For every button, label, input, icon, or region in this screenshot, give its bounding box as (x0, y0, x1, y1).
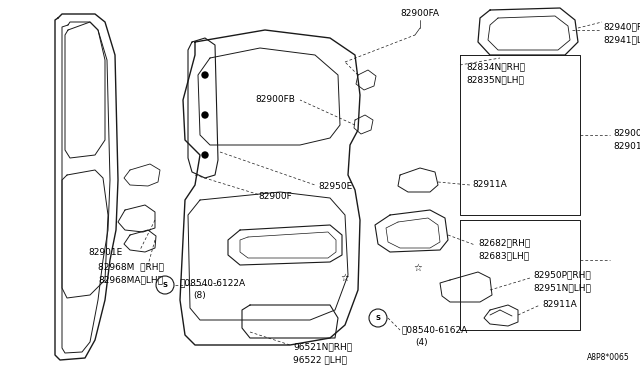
Text: 82900F: 82900F (258, 192, 292, 201)
Circle shape (202, 72, 208, 78)
Text: 96521N〈RH〉: 96521N〈RH〉 (293, 342, 352, 351)
Text: 82911A: 82911A (542, 300, 577, 309)
Text: 82835N〈LH〉: 82835N〈LH〉 (466, 75, 524, 84)
Text: 82683〈LH〉: 82683〈LH〉 (478, 251, 529, 260)
Text: 82911A: 82911A (472, 180, 507, 189)
Text: S: S (376, 315, 381, 321)
Text: S: S (163, 282, 168, 288)
Text: 82900FB: 82900FB (255, 95, 295, 104)
Text: 96522 〈LH〉: 96522 〈LH〉 (293, 355, 347, 364)
Text: 82950P〈RH〉: 82950P〈RH〉 (533, 270, 591, 279)
Text: Ⓢ08540-6122A: Ⓢ08540-6122A (180, 278, 246, 287)
Text: 82901E: 82901E (88, 248, 122, 257)
Text: 82940〈RH〉: 82940〈RH〉 (603, 22, 640, 31)
Text: 82951N〈LH〉: 82951N〈LH〉 (533, 283, 591, 292)
Text: 82941〈LH〉: 82941〈LH〉 (603, 35, 640, 44)
Text: ☆: ☆ (340, 273, 349, 283)
Text: A8P8*0065: A8P8*0065 (588, 353, 630, 362)
Text: 82834N〈RH〉: 82834N〈RH〉 (466, 62, 525, 71)
Text: Ⓢ08540-6162A: Ⓢ08540-6162A (402, 325, 468, 334)
Text: 82900〈RH〉: 82900〈RH〉 (613, 128, 640, 137)
Text: 82968MA〈LH〉: 82968MA〈LH〉 (98, 275, 163, 284)
Text: 82968M  〈RH〉: 82968M 〈RH〉 (98, 262, 164, 271)
Text: ☆: ☆ (413, 263, 422, 273)
Text: 82682〈RH〉: 82682〈RH〉 (478, 238, 531, 247)
Text: 82901〈LH〉: 82901〈LH〉 (613, 141, 640, 150)
Circle shape (202, 112, 208, 118)
Circle shape (202, 152, 208, 158)
Text: (8): (8) (194, 291, 206, 300)
Text: (4): (4) (416, 338, 428, 347)
Text: 82950E: 82950E (318, 182, 352, 191)
Text: 82900FA: 82900FA (401, 9, 440, 18)
